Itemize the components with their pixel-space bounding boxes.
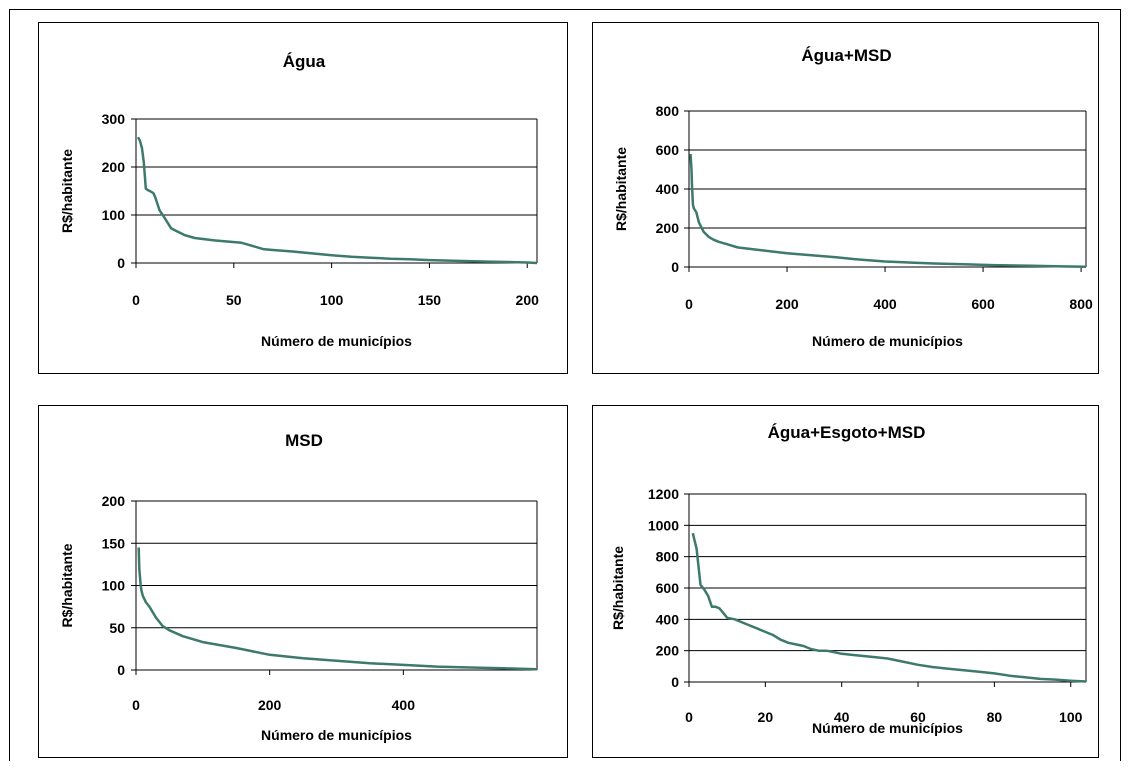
y-tick-label: 100 [102,578,126,594]
y-tick-label: 1200 [648,486,679,502]
y-tick-label: 800 [656,549,680,565]
x-tick-label: 800 [1069,296,1093,312]
x-tick-label: 600 [971,296,995,312]
chart-title: MSD [285,431,323,450]
x-axis-title: Número de municípios [812,333,963,349]
y-tick-label: 600 [656,580,680,596]
y-tick-label: 200 [656,220,680,236]
chart-panel-msd: MSD 0 50 100 150 200 0 200 400 Número de municípi… [38,405,568,758]
y-tick-label: 200 [102,159,126,175]
outer-frame-right [1120,9,1121,761]
x-tick-label: 0 [132,292,140,308]
x-tick-label: 60 [910,709,926,725]
chart-panel-agua-msd: Água+MSD 0 200 400 600 800 0 200 400 600 800 Número… [592,22,1099,374]
y-tick-label: 400 [656,611,680,627]
chart-panel-agua-esgoto-msd: Água+Esgoto+MSD 0 200 400 600 800 1000 1200 0 20 4… [592,405,1099,758]
y-tick-label: 150 [102,535,126,551]
chart-agua: Água 0 100 200 300 0 50 100 150 200 Número de muni… [59,52,540,349]
x-tick-label: 400 [873,296,897,312]
y-tick-label: 0 [671,674,679,690]
x-tick-label: 20 [758,709,774,725]
chart-title: Água+MSD [801,46,891,65]
x-tick-label: 40 [834,709,850,725]
series-line [136,136,538,265]
y-tick-label: 0 [117,255,125,271]
y-tick-label: 0 [117,662,125,678]
y-tick-label: 0 [671,259,679,275]
x-tick-label: 200 [775,296,799,312]
y-axis-title: R$/habitante [59,543,75,627]
x-axis-title: Número de municípios [261,727,412,743]
y-tick-label: 200 [102,493,126,509]
x-axis-title: Número de municípios [812,720,963,736]
chart-agua-msd: Água+MSD 0 200 400 600 800 0 200 400 600 800 Número… [613,46,1093,349]
x-tick-label: 50 [226,292,242,308]
x-tick-label: 0 [132,697,140,713]
x-tick-label: 0 [685,709,693,725]
y-tick-label: 800 [656,103,680,119]
x-tick-label: 0 [685,296,693,312]
y-tick-label: 100 [102,207,126,223]
x-axis-title: Número de municípios [261,333,412,349]
series-line [689,153,1087,269]
y-axis-title: R$/habitante [610,546,626,630]
y-tick-label: 300 [102,111,126,127]
y-tick-label: 1000 [648,517,679,533]
series-line [691,532,1087,683]
y-axis-title: R$/habitante [59,149,75,233]
chart-panel-agua: Água 0 100 200 300 0 50 100 150 200 Número de muni… [38,22,568,374]
y-axis-title: R$/habitante [613,147,629,231]
y-tick-label: 50 [109,620,125,636]
y-tick-label: 400 [656,181,680,197]
chart-msd: MSD 0 50 100 150 200 0 200 400 Número de municípi… [59,431,538,743]
x-tick-label: 100 [1059,709,1083,725]
x-tick-label: 200 [516,292,540,308]
outer-frame-left [9,9,10,761]
series-line [137,547,538,671]
outer-frame-top [9,9,1121,10]
chart-agua-esgoto-msd: Água+Esgoto+MSD 0 200 400 600 800 1000 1200 0 20 4… [610,423,1087,736]
y-tick-label: 200 [656,643,680,659]
x-tick-label: 100 [320,292,344,308]
x-tick-label: 200 [258,697,282,713]
x-tick-label: 80 [987,709,1003,725]
y-tick-label: 600 [656,142,680,158]
x-tick-label: 400 [392,697,416,713]
chart-title: Água [283,52,326,71]
chart-title: Água+Esgoto+MSD [768,423,926,442]
x-tick-label: 150 [418,292,442,308]
